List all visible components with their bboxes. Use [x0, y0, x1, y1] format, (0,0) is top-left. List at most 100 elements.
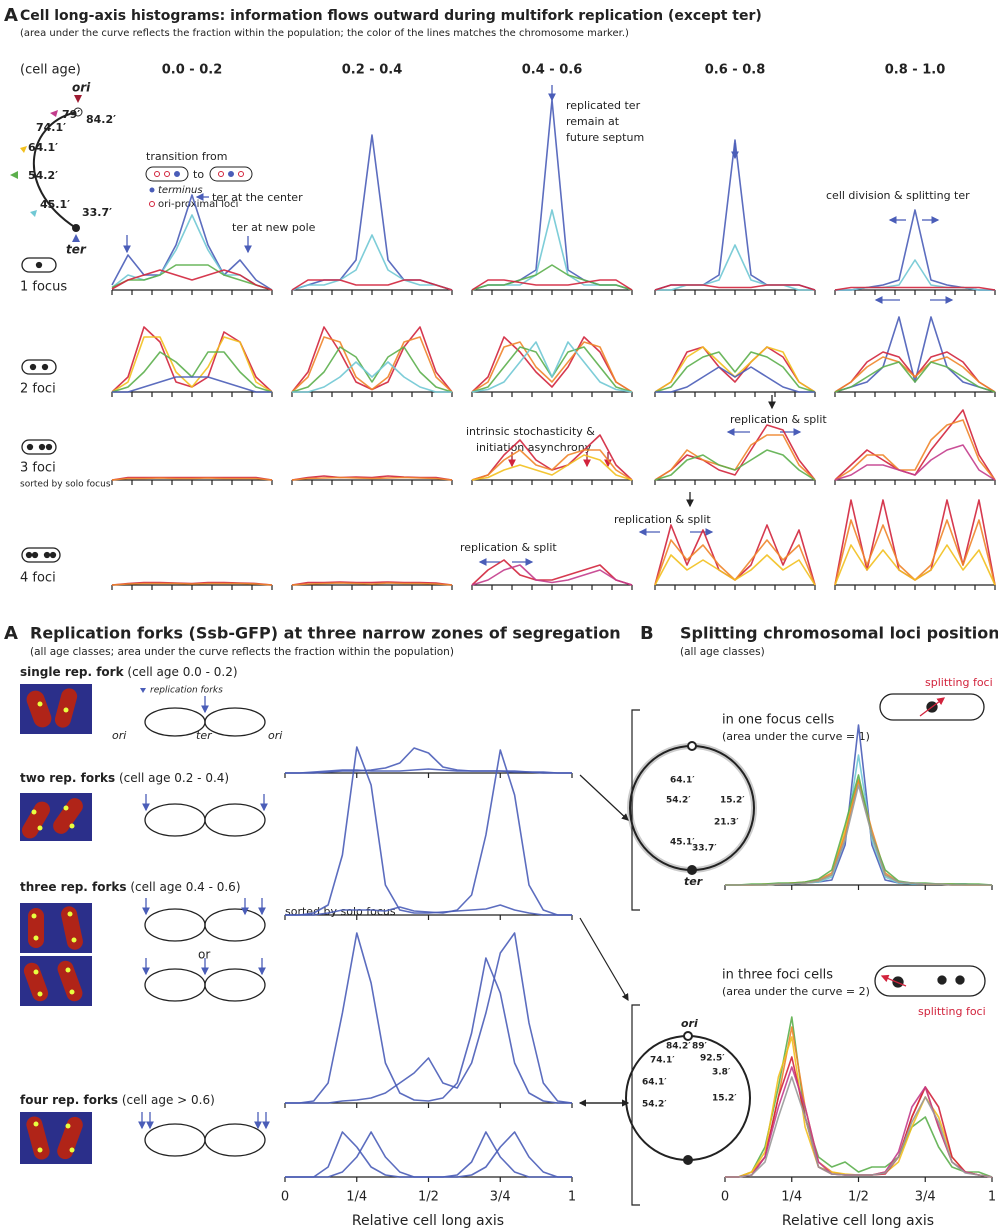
chromosome-arc [10, 95, 83, 242]
marker-label: 15.2′ [712, 1094, 737, 1104]
column-header: 0.2 - 0.4 [342, 63, 403, 78]
subtitle: (all age classes) [680, 646, 765, 658]
annotation-arrows [123, 85, 954, 566]
curve [834, 544, 996, 586]
row-title: four rep. forks (cell age > 0.6) [20, 1093, 215, 1107]
curve [471, 454, 633, 481]
marker-label: 45.1′ [40, 198, 70, 211]
marker-label: 74.1′ [650, 1056, 675, 1066]
curve [111, 477, 273, 481]
marker-label: 54.2′ [666, 796, 691, 806]
curve [725, 784, 992, 886]
curve [285, 749, 572, 916]
panel-label: A [4, 5, 18, 26]
subtitle: (area under the curve reflects the fract… [20, 28, 629, 39]
title: Splitting chromosomal loci positions [680, 624, 998, 643]
annotation: future septum [566, 131, 644, 144]
legend-title: transition from [146, 150, 228, 163]
curve [285, 932, 573, 1104]
curve [834, 351, 996, 393]
curve [471, 264, 633, 291]
row-label: 1 focus [20, 280, 67, 295]
row-label: 4 foci [20, 571, 56, 586]
x-tick-label: 1 [568, 1190, 576, 1205]
row-icons [21, 257, 61, 563]
ter-label: ter [66, 243, 87, 257]
curve [834, 361, 996, 393]
curve [655, 244, 815, 291]
curve [834, 444, 996, 481]
column-header: 0.4 - 0.6 [522, 63, 583, 78]
icon-label: splitting foci [918, 1005, 986, 1018]
brackets [578, 709, 640, 1206]
row-label: three rep. forks [20, 880, 127, 894]
or-label: or [198, 948, 210, 962]
curve [111, 476, 273, 481]
curve [725, 774, 993, 886]
curve [285, 1131, 572, 1178]
curve [835, 259, 995, 291]
marker-label: 15.2′ [720, 796, 745, 806]
curve [654, 449, 816, 481]
x-tick-label: 1/2 [848, 1190, 869, 1205]
annotation-arrows [686, 395, 776, 508]
curve [654, 284, 816, 291]
annotation: initiation asynchrony [476, 441, 592, 454]
x-tick-label: 0 [281, 1190, 289, 1205]
curve [291, 279, 453, 291]
annotation: replicated ter [566, 99, 641, 112]
curve [654, 554, 816, 586]
curve [111, 269, 273, 291]
row-age: (cell age 0.2 - 0.4) [119, 771, 229, 785]
x-tick-label: 1/2 [418, 1190, 439, 1205]
curve [725, 779, 992, 886]
marker-label: ter [684, 875, 703, 888]
row-label: two rep. forks [20, 771, 115, 785]
curve [654, 351, 816, 393]
marker-label: 54.2′ [642, 1100, 667, 1110]
curve [471, 559, 633, 586]
micrographs [20, 684, 92, 1164]
loci-icons [874, 693, 986, 997]
row-age: (cell age 0.4 - 0.6) [130, 880, 240, 894]
x-tick-label: 0 [721, 1190, 729, 1205]
legend-to: to [193, 168, 204, 181]
marker-label: 89′ [692, 1042, 708, 1052]
curve [655, 366, 815, 393]
curve [835, 209, 995, 291]
x-tick-label: 1/4 [781, 1190, 802, 1205]
curve [111, 582, 273, 586]
age-header: (cell age) [20, 63, 81, 78]
curve [471, 279, 633, 291]
row-note: sorted by solo focus [20, 480, 111, 490]
x-axis-title: Relative cell long axis [782, 1213, 934, 1229]
curve [111, 194, 273, 291]
legend-text: replication forks [150, 686, 223, 696]
curve [471, 209, 633, 291]
annotation: intrinsic stochasticity & [466, 425, 595, 438]
curve [291, 134, 453, 291]
curve [291, 234, 453, 291]
curve [285, 768, 572, 774]
marker-label: 33.7′ [82, 206, 112, 219]
curve [471, 564, 633, 586]
panel-label: A [4, 623, 18, 644]
title: Cell long-axis histograms: information f… [20, 8, 762, 24]
row-label: four rep. forks [20, 1093, 118, 1107]
x-tick-label: 3/4 [490, 1190, 511, 1205]
curve [471, 449, 633, 481]
marker-label: 3.8′ [712, 1068, 731, 1078]
diagram-label: ter [196, 729, 213, 742]
legend-entry: ori-proximal loci [158, 199, 238, 210]
marker-label: 33.7′ [692, 844, 717, 854]
x-tick-label: 3/4 [915, 1190, 936, 1205]
fork-arrows [138, 696, 270, 1130]
curve [654, 434, 816, 481]
curve [654, 524, 816, 586]
row-label: 3 foci [20, 461, 56, 476]
curve [292, 361, 452, 393]
row-age: (cell age > 0.6) [122, 1093, 215, 1107]
annotation: replication & split [730, 413, 827, 426]
diagram-label: ori [268, 729, 282, 742]
